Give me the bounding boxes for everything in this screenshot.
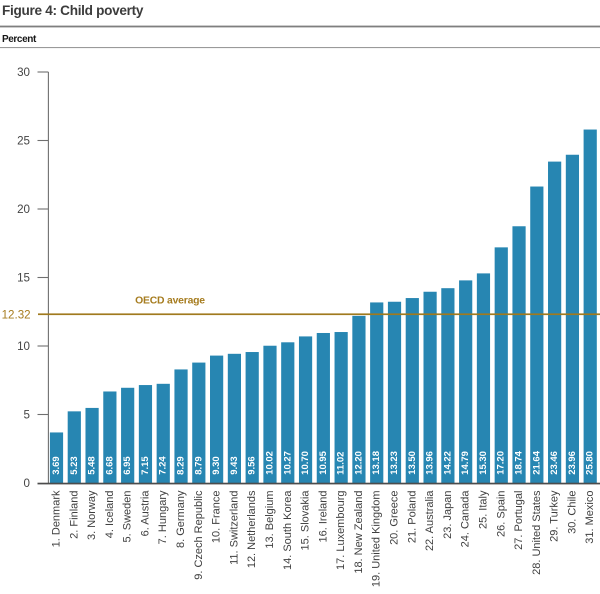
svg-text:5.23: 5.23 [69,456,80,475]
svg-text:Figure 4: Child poverty: Figure 4: Child poverty [2,3,144,18]
svg-text:10. France: 10. France [211,491,223,544]
svg-text:13.23: 13.23 [389,451,400,475]
svg-text:14.22: 14.22 [442,451,453,475]
svg-text:3. Norway: 3. Norway [86,490,98,540]
svg-text:20. Greece: 20. Greece [389,491,401,545]
svg-text:10.70: 10.70 [300,451,311,475]
svg-text:15.30: 15.30 [478,451,489,475]
svg-text:11. Switzerland: 11. Switzerland [228,491,240,565]
svg-text:1. Denmark: 1. Denmark [51,490,63,547]
svg-text:13.96: 13.96 [425,451,436,475]
svg-text:25.80: 25.80 [585,451,596,475]
svg-text:10.27: 10.27 [282,451,293,475]
svg-text:23. Japan: 23. Japan [442,491,454,539]
svg-text:23.96: 23.96 [567,451,578,475]
svg-text:13.18: 13.18 [371,451,382,475]
svg-text:8. Germany: 8. Germany [175,490,187,548]
svg-text:18. New Zealand: 18. New Zealand [353,491,365,574]
svg-text:7. Hungary: 7. Hungary [157,490,169,544]
svg-text:21.64: 21.64 [531,450,542,474]
svg-text:10.02: 10.02 [264,451,275,475]
svg-text:6. Austria: 6. Austria [139,490,151,537]
svg-text:9.56: 9.56 [247,456,258,475]
svg-text:15: 15 [17,272,30,285]
svg-text:26. Spain: 26. Spain [495,491,507,537]
svg-text:6.68: 6.68 [104,456,115,475]
svg-text:17. Luxembourg: 17. Luxembourg [335,491,347,571]
svg-text:23.46: 23.46 [549,451,560,475]
svg-text:30. Chile: 30. Chile [566,491,578,534]
svg-text:20: 20 [17,203,30,216]
svg-text:10: 10 [17,340,30,353]
svg-text:3.69: 3.69 [51,456,62,475]
svg-text:9. Czech Republic: 9. Czech Republic [193,490,205,580]
svg-text:16. Ireland: 16. Ireland [317,491,329,543]
svg-text:9.43: 9.43 [229,456,240,475]
svg-text:25: 25 [17,135,30,148]
svg-text:7.15: 7.15 [140,456,151,475]
svg-text:21. Poland: 21. Poland [406,491,418,544]
svg-text:30: 30 [17,66,30,79]
svg-text:28. United States: 28. United States [531,490,543,575]
svg-text:6.95: 6.95 [122,456,133,475]
svg-text:18.74: 18.74 [514,450,525,474]
svg-text:12. Netherlands: 12. Netherlands [246,490,258,568]
svg-text:2. Finland: 2. Finland [68,491,80,539]
svg-text:25. Italy: 25. Italy [477,490,489,529]
svg-text:13.50: 13.50 [407,451,418,475]
svg-text:8.79: 8.79 [193,456,204,475]
svg-text:7.24: 7.24 [158,456,169,475]
svg-text:0: 0 [24,477,30,490]
svg-text:13. Belgium: 13. Belgium [264,491,276,549]
svg-text:12.32: 12.32 [2,308,31,321]
svg-text:11.02: 11.02 [336,452,347,475]
svg-text:OECD average: OECD average [135,296,205,307]
svg-text:10.95: 10.95 [318,450,329,474]
svg-text:8.29: 8.29 [176,456,187,475]
svg-text:19. United Kingdom: 19. United Kingdom [371,491,383,588]
svg-text:12.20: 12.20 [353,451,364,475]
svg-text:4. Iceland: 4. Iceland [104,491,116,539]
svg-text:27. Portugal: 27. Portugal [513,491,525,550]
svg-text:15. Slovakia: 15. Slovakia [300,490,312,551]
svg-text:29. Turkey: 29. Turkey [549,490,561,542]
svg-text:17.20: 17.20 [496,451,507,475]
svg-text:14.79: 14.79 [460,451,471,475]
svg-text:14. South Korea: 14. South Korea [282,490,294,570]
svg-text:5. Sweden: 5. Sweden [122,491,134,543]
svg-text:31. Mexico: 31. Mexico [584,491,596,544]
svg-text:Percent: Percent [2,34,37,45]
svg-text:24. Canada: 24. Canada [460,490,472,548]
svg-text:5.48: 5.48 [87,456,98,475]
svg-text:22. Australia: 22. Australia [424,490,436,551]
svg-text:5: 5 [24,409,30,422]
svg-text:9.30: 9.30 [211,456,222,475]
